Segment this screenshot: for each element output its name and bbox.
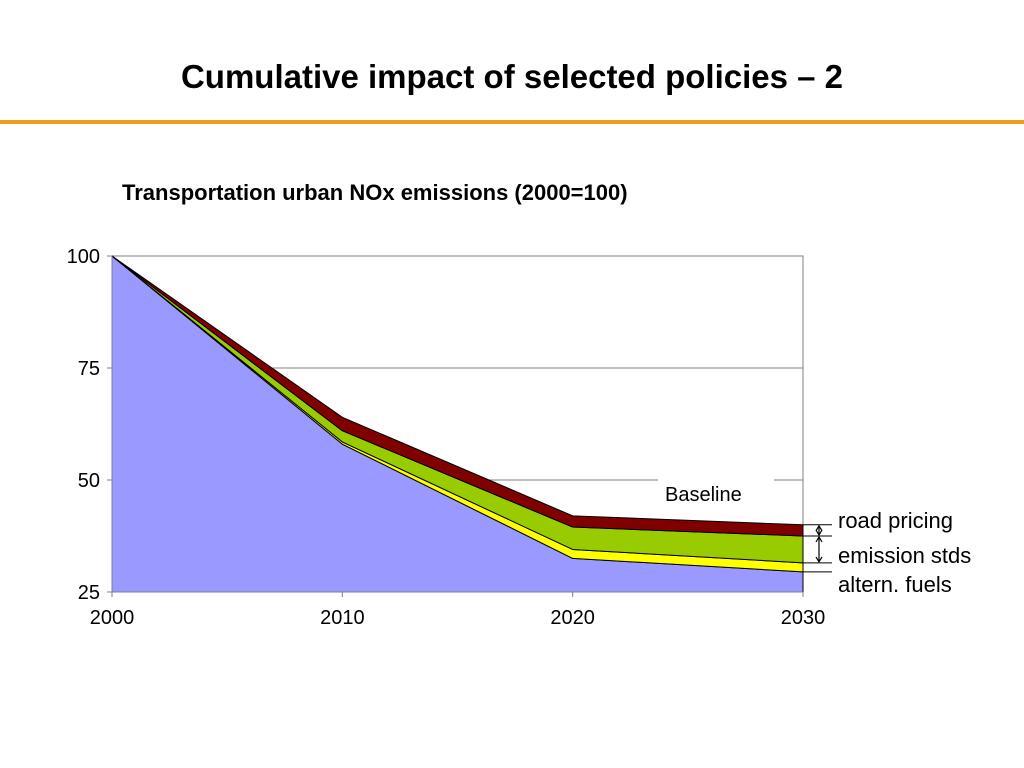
baseline-label-bg: [658, 478, 774, 510]
x-tick-label: 2000: [90, 607, 135, 629]
x-tick-label: 2030: [781, 607, 826, 629]
slide-title: Cumulative impact of selected policies –…: [180, 58, 844, 95]
y-tick-label: 100: [67, 246, 100, 268]
y-tick-label: 75: [78, 358, 100, 380]
emission-stds-arrow-head-bottom: [815, 556, 823, 564]
chart-title: Transportation urban NOx emissions (2000…: [122, 180, 628, 205]
y-tick-label: 50: [78, 470, 100, 492]
legend-emission-stds: emission stds: [838, 543, 971, 568]
road-pricing-arrow-head-bottom: [815, 529, 823, 537]
annotations: Baseline road pricing emission stds altern.…: [658, 478, 971, 597]
x-tick-label: 2020: [550, 607, 595, 629]
area-road: [111, 255, 804, 537]
title-rule: [0, 120, 1024, 124]
emission-stds-arrow-head-top: [815, 535, 823, 543]
y-tick-label: 25: [78, 582, 100, 604]
axes: 25 50 75 100 2000 2010 2020 2030: [67, 246, 826, 629]
x-tick-label: 2010: [320, 607, 365, 629]
legend-road-pricing: road pricing: [838, 508, 953, 533]
road-pricing-arrow-head-top: [815, 524, 823, 532]
baseline-label: Baseline: [665, 484, 742, 506]
area-series: [111, 255, 804, 593]
legend-altern-fuels: altern. fuels: [838, 572, 952, 597]
